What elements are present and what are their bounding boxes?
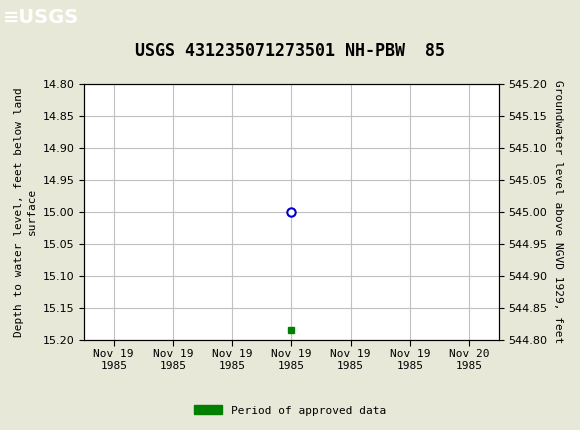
- Legend: Period of approved data: Period of approved data: [190, 401, 390, 420]
- Text: USGS 431235071273501 NH-PBW  85: USGS 431235071273501 NH-PBW 85: [135, 42, 445, 60]
- Y-axis label: Groundwater level above NGVD 1929, feet: Groundwater level above NGVD 1929, feet: [553, 80, 563, 344]
- Y-axis label: Depth to water level, feet below land
surface: Depth to water level, feet below land su…: [14, 87, 37, 337]
- Text: ≡USGS: ≡USGS: [3, 8, 79, 28]
